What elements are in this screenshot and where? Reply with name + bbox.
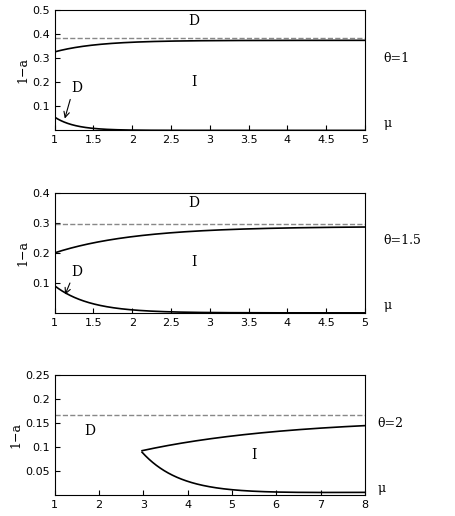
Text: I: I [251,447,256,461]
Text: D: D [188,196,199,211]
Text: θ=1.5: θ=1.5 [383,234,420,247]
Text: D: D [85,424,96,438]
Text: μ: μ [383,299,391,312]
Y-axis label: 1−a: 1−a [16,240,29,266]
Text: I: I [191,75,197,89]
Text: I: I [191,255,197,269]
Text: D: D [71,82,82,95]
Text: μ: μ [376,481,384,495]
Text: θ=2: θ=2 [376,417,402,430]
Text: θ=1: θ=1 [383,52,409,65]
Y-axis label: 1−a: 1−a [16,57,29,84]
Y-axis label: 1−a: 1−a [9,422,22,448]
Text: D: D [188,14,199,28]
Text: D: D [71,265,82,279]
Text: μ: μ [383,117,391,130]
